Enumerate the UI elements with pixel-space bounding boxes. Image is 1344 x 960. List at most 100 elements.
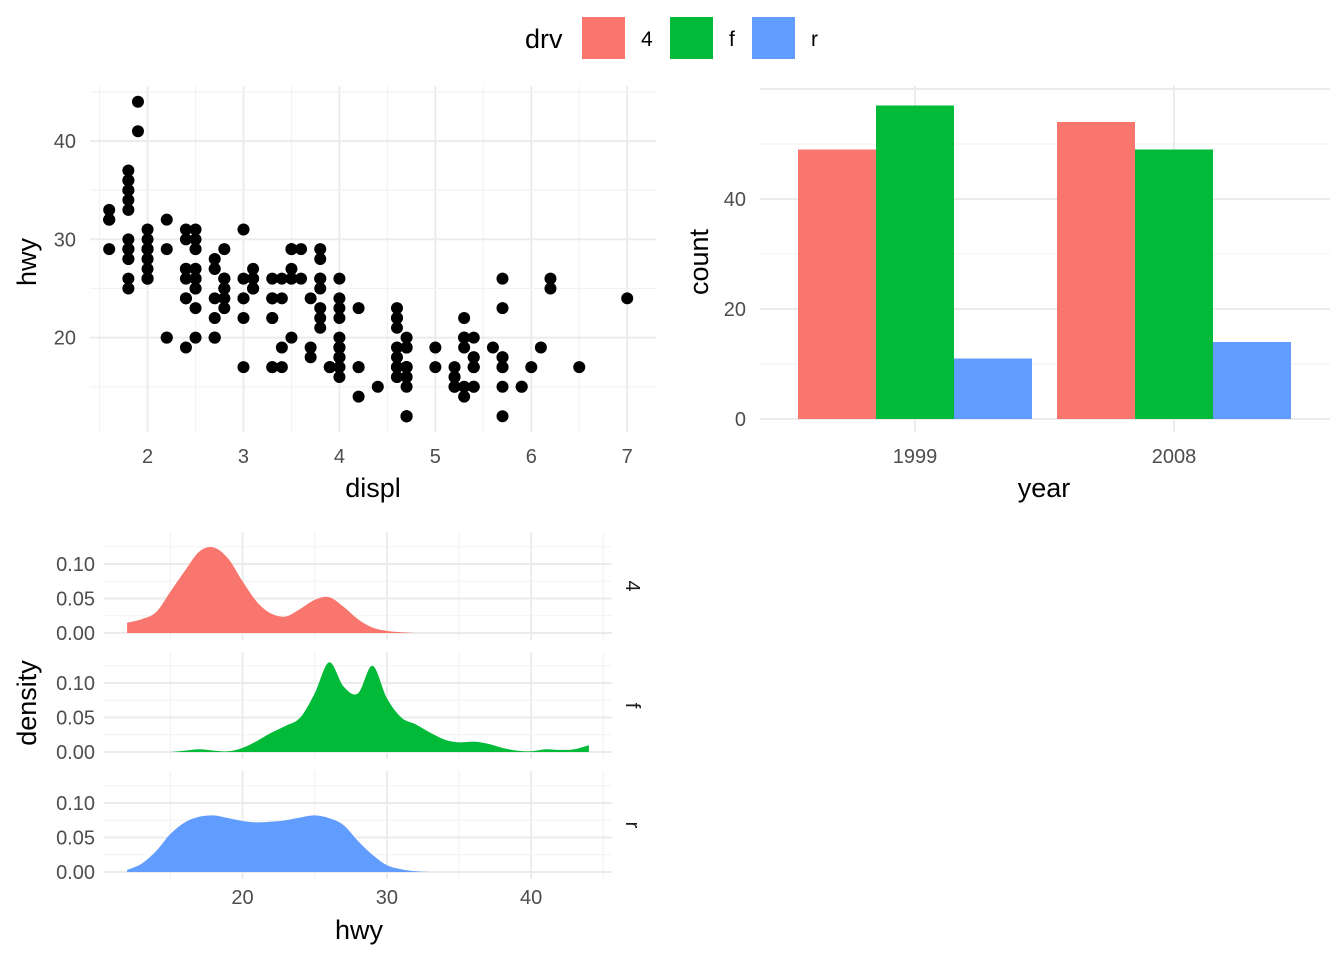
- scatter-point: [237, 223, 250, 236]
- scatter-point: [179, 223, 192, 236]
- scatter-point: [189, 233, 202, 246]
- legend: drv 4 f r: [525, 17, 818, 59]
- scatter-point: [141, 223, 154, 236]
- legend-key-f: [670, 17, 713, 59]
- density-x-ticks: 20 30 40: [231, 887, 542, 909]
- scatter-point: [333, 311, 346, 324]
- legend-label-f: f: [729, 28, 735, 51]
- scatter-panel: 2 3 4 5 6 7 20 30 40 displ hwy: [12, 86, 656, 503]
- bar-x-tick-label: 1999: [893, 446, 938, 468]
- bar-x-title: year: [1018, 473, 1071, 503]
- scatter-point: [237, 311, 250, 324]
- density-area-f: [127, 662, 589, 752]
- scatter-points: [103, 95, 634, 423]
- scatter-point: [266, 311, 279, 324]
- density-y-tick-label: 0.10: [56, 793, 95, 815]
- scatter-point: [103, 243, 116, 256]
- scatter-point: [314, 282, 327, 295]
- scatter-point: [122, 233, 135, 246]
- scatter-point: [390, 302, 403, 315]
- scatter-point: [122, 203, 135, 216]
- scatter-point: [390, 321, 403, 334]
- scatter-point: [189, 243, 202, 256]
- scatter-point: [496, 302, 509, 315]
- bar-panel: 1999 2008 0 20 40 year count: [684, 86, 1330, 503]
- scatter-point: [621, 292, 634, 305]
- scatter-point: [458, 390, 471, 403]
- density-panel: 0.000.050.1040.000.050.10f0.000.050.10r …: [12, 532, 643, 945]
- scatter-point: [352, 390, 365, 403]
- bar-2008-4: [1057, 122, 1135, 419]
- density-facet-4: 0.00 0.05 0.10 4: [56, 532, 643, 645]
- scatter-point: [218, 243, 231, 256]
- scatter-point: [304, 341, 317, 354]
- scatter-point: [266, 361, 279, 374]
- density-y-tick-label: 0.05: [56, 589, 95, 611]
- scatter-point: [103, 203, 116, 216]
- scatter-point: [122, 253, 135, 265]
- density-facet-r: 0.00 0.05 0.10 r: [56, 771, 643, 884]
- density-y-tick-label: 0.05: [56, 708, 95, 730]
- scatter-point: [141, 233, 154, 246]
- scatter-point: [122, 164, 135, 177]
- scatter-x-tick-label: 4: [334, 446, 345, 468]
- scatter-point: [141, 272, 154, 285]
- scatter-point: [208, 262, 221, 275]
- scatter-point: [189, 331, 202, 344]
- scatter-point: [458, 380, 471, 393]
- scatter-point: [122, 184, 135, 197]
- scatter-x-tick-label: 6: [526, 446, 537, 468]
- scatter-point: [323, 361, 336, 374]
- bar-2008-f: [1135, 149, 1213, 419]
- scatter-point: [218, 302, 231, 315]
- scatter-point: [333, 292, 346, 305]
- bar-bars: [798, 105, 1291, 419]
- density-x-tick-label: 40: [520, 887, 542, 909]
- scatter-point: [247, 282, 260, 295]
- scatter-point: [304, 292, 317, 305]
- density-facet-f: 0.00 0.05 0.10 f: [56, 652, 643, 764]
- bar-x-tick-label: 2008: [1152, 446, 1197, 468]
- scatter-point: [295, 243, 308, 256]
- scatter-point: [400, 380, 413, 393]
- scatter-point: [400, 331, 413, 344]
- scatter-point: [285, 262, 298, 275]
- scatter-point: [218, 272, 231, 285]
- bar-1999-4: [798, 149, 876, 419]
- scatter-point: [333, 302, 346, 315]
- scatter-point: [314, 311, 327, 324]
- scatter-point: [458, 311, 471, 324]
- scatter-point: [179, 341, 192, 354]
- scatter-point: [141, 253, 154, 265]
- bar-y-title: count: [684, 228, 714, 295]
- density-y-tick-label: 0.00: [56, 742, 95, 764]
- scatter-x-tick-label: 3: [238, 446, 249, 468]
- bar-y-tick-label: 0: [735, 409, 746, 431]
- scatter-point: [448, 380, 461, 393]
- scatter-point: [496, 380, 509, 393]
- scatter-point: [285, 243, 298, 256]
- scatter-point: [237, 292, 250, 305]
- scatter-point: [496, 410, 509, 423]
- scatter-point: [208, 292, 221, 305]
- scatter-point: [448, 370, 461, 383]
- legend-key-r: [752, 17, 795, 59]
- bar-1999-f: [876, 105, 954, 419]
- legend-label-4: 4: [641, 28, 653, 51]
- scatter-point: [247, 262, 260, 275]
- scatter-point: [237, 361, 250, 374]
- scatter-point: [285, 272, 298, 285]
- scatter-point: [390, 361, 403, 374]
- density-x-tick-label: 20: [231, 887, 253, 909]
- scatter-point: [179, 292, 192, 305]
- scatter-point: [515, 380, 528, 393]
- legend-label-r: r: [811, 28, 818, 51]
- scatter-point: [131, 95, 144, 108]
- scatter-point: [400, 370, 413, 383]
- facet-strip-label: f: [621, 703, 643, 709]
- scatter-point: [122, 272, 135, 285]
- density-y-tick-label: 0.00: [56, 623, 95, 645]
- scatter-point: [400, 341, 413, 354]
- scatter-point: [141, 243, 154, 256]
